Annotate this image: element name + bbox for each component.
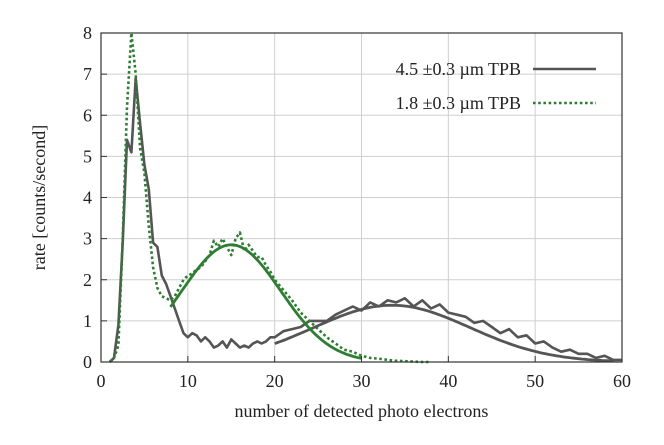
y-tick-label-1: 1 [83, 311, 92, 331]
y-tick-label-5: 5 [83, 146, 92, 166]
x-tick-label-50: 50 [526, 371, 544, 391]
fit-curve-thick [274, 303, 614, 363]
x-axis-label: number of detected photo electrons [235, 401, 489, 421]
fit-curve-thin [169, 243, 362, 360]
x-tick-label-60: 60 [613, 371, 631, 391]
series-line-thick [108, 76, 622, 363]
x-tick-label-0: 0 [97, 371, 106, 391]
legend-label-thick: 4.5 ±0.3 µm TPB [396, 59, 521, 79]
y-tick-label-8: 8 [83, 23, 92, 43]
y-axis-label: rate [counts/second] [29, 125, 49, 270]
x-tick-label-40: 40 [439, 371, 457, 391]
axis-ticks: 0 10 20 30 40 50 60 0 1 2 3 4 5 6 7 8 [83, 23, 631, 391]
x-tick-label-20: 20 [266, 371, 284, 391]
y-tick-label-7: 7 [83, 64, 92, 84]
y-tick-label-0: 0 [83, 352, 92, 372]
y-tick-label-2: 2 [83, 270, 92, 290]
y-tick-label-4: 4 [83, 188, 92, 208]
y-tick-label-3: 3 [83, 229, 92, 249]
series-line-thin [108, 31, 431, 364]
legend: 4.5 ±0.3 µm TPB 1.8 ±0.3 µm TPB [396, 59, 596, 113]
y-tick-label-6: 6 [83, 105, 92, 125]
x-tick-label-30: 30 [353, 371, 371, 391]
x-tick-label-10: 10 [179, 371, 197, 391]
legend-label-thin: 1.8 ±0.3 µm TPB [396, 93, 521, 113]
grid-lines [101, 33, 622, 362]
series-layer [108, 31, 622, 364]
